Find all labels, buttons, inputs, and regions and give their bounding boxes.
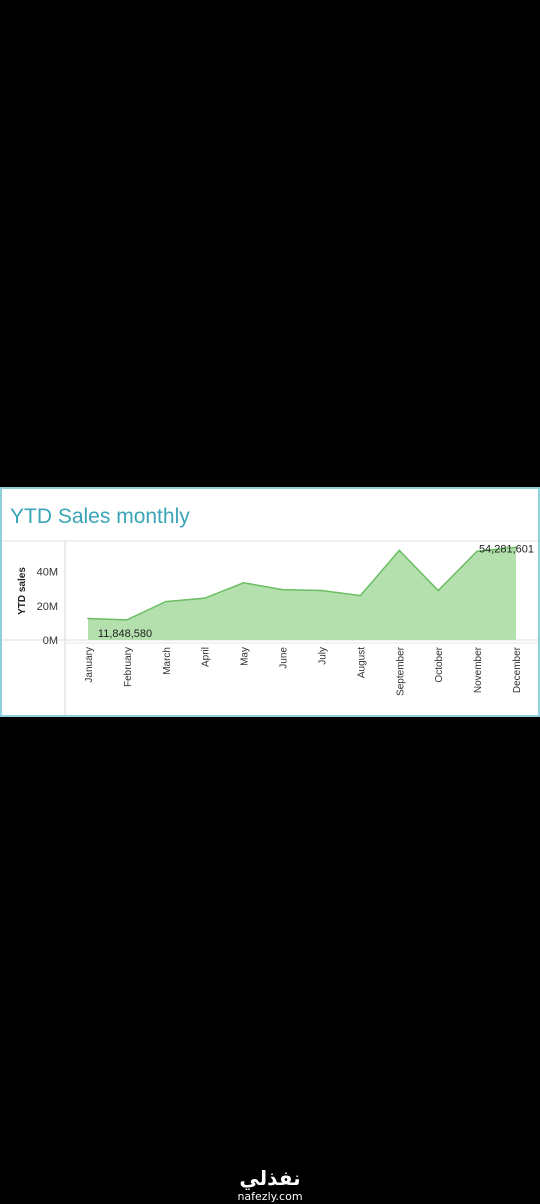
watermark-url: nafezly.com <box>237 1190 303 1203</box>
x-tick-label: November <box>473 646 484 693</box>
y-tick-label: 0M <box>43 635 58 647</box>
data-point <box>359 594 362 597</box>
y-axis-label: YTD sales <box>17 567 28 615</box>
x-tick-label: September <box>395 646 406 696</box>
data-label: 54,281,601 <box>479 543 534 555</box>
x-tick-label: February <box>123 647 134 687</box>
x-tick-label: January <box>84 647 95 683</box>
data-point <box>320 589 323 592</box>
y-tick-label: 20M <box>37 601 58 613</box>
area-fill <box>88 547 516 640</box>
chart-title: YTD Sales monthly <box>10 505 190 528</box>
x-tick-label: June <box>279 647 290 669</box>
x-tick-label: May <box>240 647 251 666</box>
data-point <box>165 600 167 603</box>
x-tick-label: October <box>434 646 445 682</box>
area-chart: YTD sales 0M 20M 40M January February March Ap… <box>2 540 538 715</box>
data-point <box>437 589 439 592</box>
data-point <box>242 582 245 584</box>
x-tick-label: April <box>201 647 212 667</box>
x-tick-label: August <box>356 647 367 678</box>
data-point <box>476 550 478 553</box>
data-point <box>515 546 517 549</box>
x-tick-label: December <box>512 646 523 693</box>
x-tick-label: July <box>317 647 328 665</box>
plot-area: 0M 20M 40M January February March April May June… <box>37 543 534 696</box>
chart-panel: YTD Sales monthly YTD sales 0M 20M 40M Janu… <box>0 487 540 717</box>
y-tick-label: 40M <box>37 567 58 579</box>
data-point <box>398 549 401 552</box>
watermark-logo: نفذلي <box>239 1166 301 1190</box>
data-point <box>203 597 206 599</box>
data-point <box>281 588 284 591</box>
series-line <box>87 546 517 621</box>
data-point <box>126 619 128 621</box>
data-label: 11,848,580 <box>98 628 152 640</box>
data-point <box>87 617 89 620</box>
x-tick-label: March <box>162 647 173 675</box>
